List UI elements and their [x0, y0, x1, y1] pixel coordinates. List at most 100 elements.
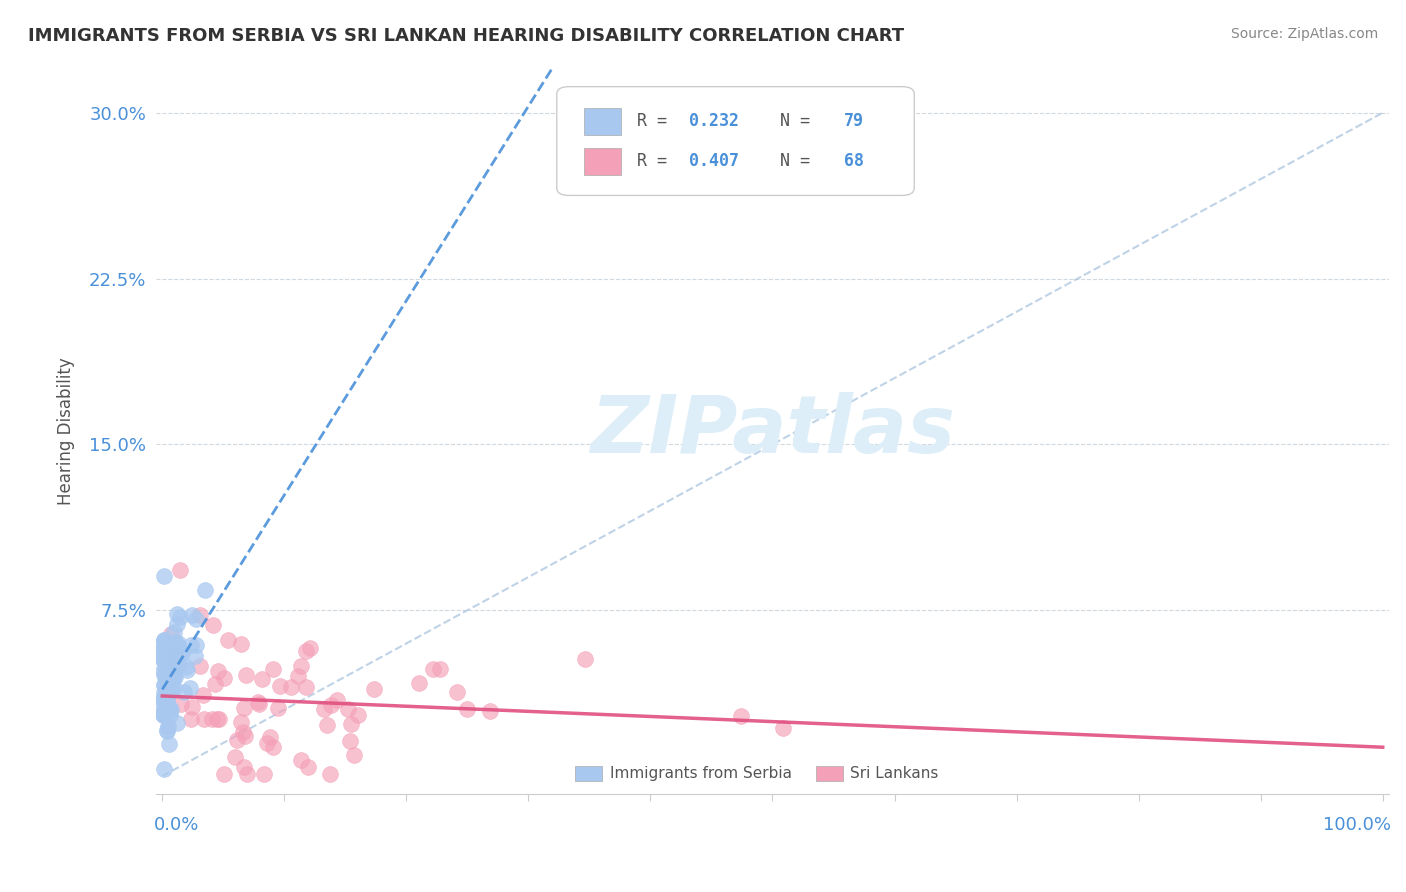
Point: [224, 750, 246, 764]
Point: [170, 697, 193, 711]
Point: [153, 707, 176, 722]
Point: [152, 642, 174, 657]
Text: Source: ZipAtlas.com: Source: ZipAtlas.com: [1230, 27, 1378, 41]
Point: [184, 649, 207, 664]
Point: [201, 712, 224, 726]
Bar: [575, 765, 602, 781]
Point: [193, 712, 215, 726]
Text: ZIPatlas: ZIPatlas: [591, 392, 955, 470]
Point: [160, 626, 183, 640]
Point: [429, 662, 451, 676]
Point: [205, 712, 228, 726]
Point: [176, 663, 198, 677]
Y-axis label: Hearing Disability: Hearing Disability: [58, 358, 75, 505]
Point: [247, 697, 270, 711]
Point: [212, 767, 235, 781]
Point: [155, 675, 177, 690]
Text: Sri Lankans: Sri Lankans: [851, 766, 939, 781]
Point: [337, 702, 360, 716]
Point: [229, 714, 252, 729]
Point: [155, 642, 177, 657]
Point: [165, 661, 187, 675]
Text: Immigrants from Serbia: Immigrants from Serbia: [610, 766, 792, 781]
Point: [162, 673, 184, 687]
Point: [297, 760, 319, 774]
Point: [160, 640, 183, 654]
Point: [157, 685, 180, 699]
Text: 0.0%: 0.0%: [153, 815, 200, 833]
Point: [160, 661, 183, 675]
Point: [232, 725, 254, 739]
Point: [155, 689, 177, 703]
Point: [256, 736, 278, 750]
Point: [180, 639, 202, 653]
Point: [156, 693, 179, 707]
Point: [456, 702, 478, 716]
Point: [153, 632, 176, 647]
Point: [340, 716, 363, 731]
Point: [152, 700, 174, 714]
Point: [180, 712, 202, 726]
Point: [160, 682, 183, 697]
Point: [152, 665, 174, 679]
Point: [170, 646, 193, 660]
Point: [162, 625, 184, 640]
Point: [772, 721, 794, 735]
Point: [180, 700, 202, 714]
Point: [152, 651, 174, 665]
Text: 79: 79: [844, 112, 865, 130]
Point: [247, 695, 270, 709]
Point: [259, 731, 281, 745]
Point: [152, 708, 174, 723]
Point: [262, 662, 284, 676]
Point: [204, 677, 226, 691]
Point: [163, 635, 186, 649]
Point: [179, 681, 201, 695]
Point: [155, 693, 177, 707]
Point: [167, 657, 190, 672]
Point: [153, 668, 176, 682]
Point: [186, 612, 208, 626]
Point: [298, 641, 321, 656]
Point: [159, 737, 181, 751]
Point: [290, 659, 312, 673]
Point: [166, 607, 188, 622]
Text: 68: 68: [844, 153, 865, 170]
Point: [163, 681, 186, 696]
Point: [186, 638, 208, 652]
Point: [153, 569, 176, 583]
Point: [202, 617, 225, 632]
Point: [231, 637, 253, 651]
Point: [159, 673, 181, 688]
Point: [166, 617, 188, 632]
Point: [155, 684, 177, 698]
Text: 0.407: 0.407: [689, 153, 738, 170]
Text: N =: N =: [761, 153, 820, 170]
Point: [314, 702, 336, 716]
Point: [408, 676, 430, 690]
Point: [163, 648, 186, 662]
Text: N =: N =: [761, 112, 820, 130]
Point: [232, 700, 254, 714]
Point: [166, 716, 188, 731]
Text: 0.232: 0.232: [689, 112, 738, 130]
Point: [163, 668, 186, 682]
Point: [153, 685, 176, 699]
Point: [294, 680, 316, 694]
Point: [193, 688, 215, 702]
Point: [156, 723, 179, 738]
Bar: [815, 765, 842, 781]
Point: [152, 648, 174, 663]
Point: [169, 648, 191, 662]
Bar: [583, 108, 621, 136]
Point: [207, 665, 229, 679]
Point: [160, 703, 183, 717]
Point: [232, 760, 254, 774]
Point: [253, 767, 276, 781]
Point: [155, 690, 177, 705]
Point: [157, 698, 180, 713]
Point: [194, 582, 217, 597]
Point: [153, 666, 176, 681]
Text: IMMIGRANTS FROM SERBIA VS SRI LANKAN HEARING DISABILITY CORRELATION CHART: IMMIGRANTS FROM SERBIA VS SRI LANKAN HEA…: [28, 27, 904, 45]
Point: [422, 662, 444, 676]
